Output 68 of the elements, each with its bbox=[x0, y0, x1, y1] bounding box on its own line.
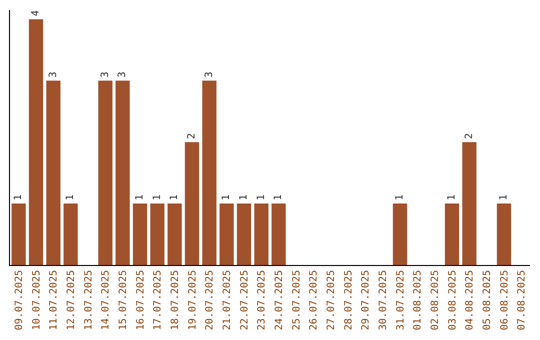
data-label: 1 bbox=[238, 194, 250, 201]
bar bbox=[184, 142, 200, 265]
x-tick-label: 05.08.2025 bbox=[482, 270, 493, 330]
x-tick-label: 20.07.2025 bbox=[204, 270, 216, 330]
data-label: 1 bbox=[134, 194, 146, 201]
bar bbox=[64, 204, 78, 265]
bar bbox=[444, 204, 460, 265]
bar bbox=[220, 204, 234, 265]
bar bbox=[236, 204, 252, 265]
data-label: 1 bbox=[169, 194, 180, 201]
x-tick-label: 09.07.2025 bbox=[14, 270, 25, 330]
x-tick-label: 28.07.2025 bbox=[343, 270, 354, 330]
x-tick-label: 21.07.2025 bbox=[222, 270, 233, 330]
bar bbox=[496, 204, 512, 265]
bar bbox=[202, 80, 216, 265]
x-tick-label: 19.07.2025 bbox=[187, 270, 198, 330]
x-tick-label: 18.07.2025 bbox=[170, 270, 181, 330]
bar bbox=[150, 204, 164, 265]
data-label: 3 bbox=[100, 72, 111, 78]
x-tick-label: 14.07.2025 bbox=[100, 270, 112, 330]
data-label: 1 bbox=[152, 194, 163, 201]
x-tick-label: 31.07.2025 bbox=[395, 270, 406, 330]
bar bbox=[168, 204, 182, 265]
x-tick-label: 01.08.2025 bbox=[412, 270, 424, 330]
data-label: 1 bbox=[273, 194, 284, 201]
x-tick-label: 23.07.2025 bbox=[256, 270, 268, 330]
x-tick-label: 22.07.2025 bbox=[239, 270, 250, 330]
x-tick-label: 04.08.2025 bbox=[464, 270, 476, 330]
data-label: 1 bbox=[256, 194, 267, 201]
data-label: 3 bbox=[204, 72, 215, 78]
data-label: 1 bbox=[221, 194, 232, 201]
bar bbox=[98, 80, 112, 265]
x-tick-label: 07.08.2025 bbox=[516, 270, 528, 330]
bar bbox=[12, 204, 26, 265]
x-tick-label: 15.07.2025 bbox=[118, 270, 129, 330]
data-label: 2 bbox=[186, 133, 198, 140]
bar bbox=[116, 80, 130, 265]
x-tick-label: 11.07.2025 bbox=[48, 270, 60, 330]
x-tick-label: 16.07.2025 bbox=[135, 270, 146, 330]
data-label: 1 bbox=[394, 194, 406, 201]
data-label: 3 bbox=[117, 72, 128, 78]
bar bbox=[462, 142, 476, 265]
data-label: 1 bbox=[13, 194, 24, 201]
bar bbox=[254, 204, 268, 265]
x-tick-label: 26.07.2025 bbox=[308, 270, 320, 330]
data-label: 1 bbox=[65, 194, 76, 201]
data-label: 4 bbox=[30, 10, 42, 16]
x-tick-label: 02.08.2025 bbox=[430, 270, 441, 330]
data-label: 3 bbox=[48, 72, 59, 78]
x-tick-label: 10.07.2025 bbox=[31, 270, 42, 330]
x-tick-label: 13.07.2025 bbox=[83, 270, 94, 330]
x-tick-label: 12.07.2025 bbox=[66, 270, 77, 330]
x-tick-label: 17.07.2025 bbox=[152, 270, 164, 330]
data-label: 1 bbox=[498, 194, 510, 201]
x-tick-label: 30.07.2025 bbox=[378, 270, 389, 330]
x-tick-label: 03.08.2025 bbox=[447, 270, 458, 330]
bar bbox=[272, 204, 286, 265]
data-label: 1 bbox=[446, 194, 458, 201]
x-tick-label: 06.08.2025 bbox=[499, 270, 510, 330]
x-tick-label: 25.07.2025 bbox=[291, 270, 302, 330]
bar bbox=[132, 204, 148, 265]
bar bbox=[46, 80, 60, 265]
x-tick-label: 24.07.2025 bbox=[274, 270, 285, 330]
bar bbox=[392, 204, 408, 265]
x-tick-label: 27.07.2025 bbox=[326, 270, 337, 330]
x-tick-label: 29.07.2025 bbox=[360, 270, 372, 330]
data-label: 2 bbox=[464, 133, 475, 140]
bar bbox=[28, 19, 44, 265]
